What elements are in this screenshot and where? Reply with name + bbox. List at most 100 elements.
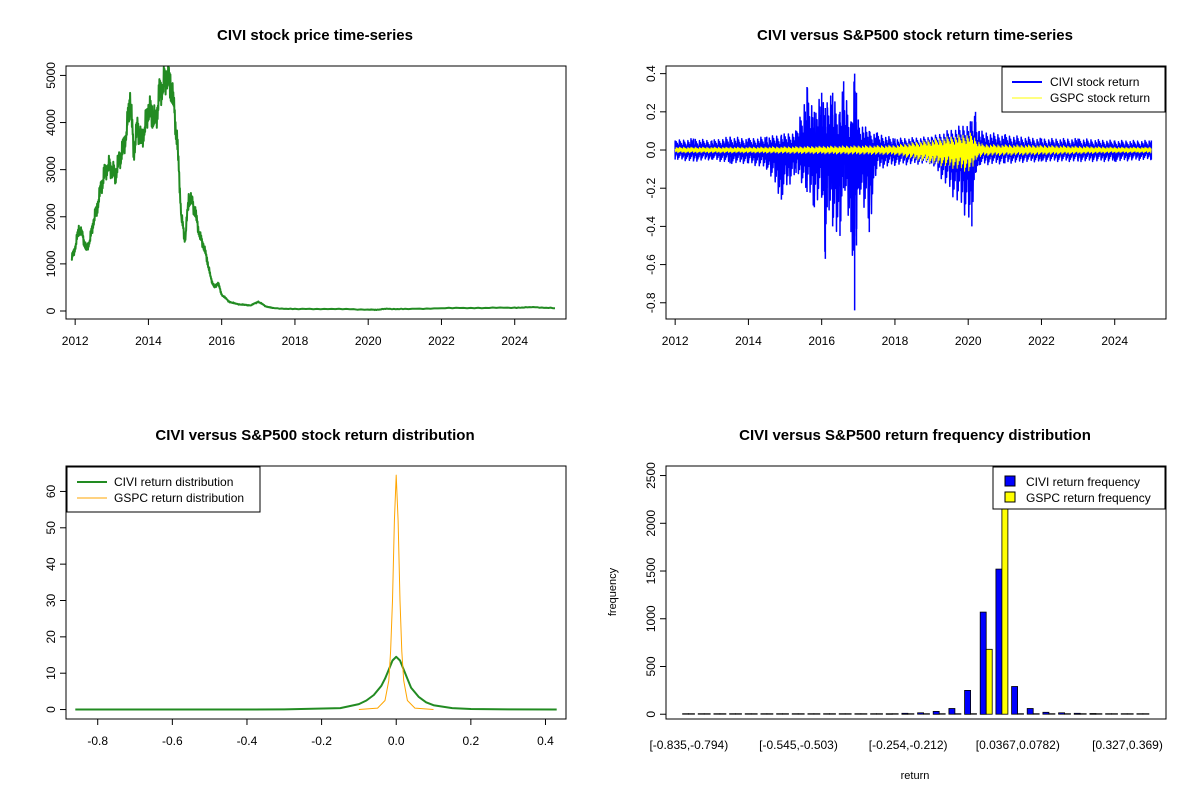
civi-frequency-bar	[697, 713, 705, 715]
civi-frequency-bar	[932, 711, 940, 715]
gspc-frequency-bar	[797, 713, 805, 715]
civi-frequency-bar	[744, 713, 752, 715]
civi-frequency-bar	[682, 713, 689, 715]
return-legend: CIVI stock return GSPC stock return	[1001, 66, 1166, 113]
civi-frequency-bar	[1136, 713, 1144, 715]
frequency-legend-box	[992, 466, 1166, 510]
distribution-series-layer	[75, 474, 557, 711]
distribution-x-tick-label: -0.6	[162, 734, 183, 748]
return-y-tick-label: -0.2	[644, 178, 658, 199]
distribution-x-tick-label: 0.2	[463, 734, 480, 748]
gspc-frequency-bar	[1079, 713, 1087, 715]
civi-frequency-bar	[885, 713, 893, 715]
distribution-chart-title: CIVI versus S&P500 stock return distribu…	[155, 427, 474, 444]
gspc-frequency-bar	[891, 713, 899, 715]
frequency-x-tick-label: [-0.545,-0.503)	[759, 738, 838, 752]
frequency-legend-key-civi	[1004, 475, 1016, 487]
gspc-frequency-bar	[985, 648, 993, 715]
civi-price-line	[70, 66, 555, 312]
price-y-tick-label: 2000	[44, 203, 58, 230]
civi-frequency-bar	[901, 712, 909, 715]
price-y-tick-label: 3000	[44, 156, 58, 183]
gspc-frequency-bar	[1017, 713, 1024, 715]
return-plot-frame	[665, 65, 1167, 320]
distribution-y-tick-label: 10	[44, 666, 58, 680]
distribution-y-axis: 0 10 20 30 40 50 60	[44, 484, 66, 713]
civi-frequency-bar	[870, 713, 877, 715]
frequency-x-tick-label: [-0.835,-0.794)	[649, 738, 728, 752]
frequency-bars-layer	[682, 477, 1150, 715]
civi-frequency-bar	[713, 713, 721, 715]
return-x-axis: 2012 2014 2016 2018 2020 2022 2024	[662, 319, 1128, 348]
frequency-y-tick-label: 500	[644, 656, 658, 676]
civi-frequency-bar	[1105, 713, 1112, 715]
return-x-tick-label: 2012	[662, 334, 689, 348]
gspc-frequency-bar	[876, 713, 883, 715]
gspc-frequency-bar	[766, 713, 774, 715]
gspc-frequency-bar	[719, 713, 727, 715]
return-x-tick-label: 2020	[955, 334, 982, 348]
frequency-x-axis-label: return	[901, 770, 930, 782]
distribution-legend-label-civi: CIVI return distribution	[114, 475, 233, 489]
return-series-layer	[674, 73, 1153, 311]
return-x-tick-label: 2022	[1028, 334, 1055, 348]
return-x-tick-label: 2018	[882, 334, 909, 348]
civi-frequency-bar	[729, 713, 736, 715]
gspc-frequency-bar	[1142, 713, 1150, 715]
frequency-x-tick-label: [0.0367,0.0782)	[976, 738, 1060, 752]
civi-frequency-bar	[760, 713, 768, 715]
distribution-x-tick-label: -0.2	[311, 734, 332, 748]
return-y-tick-label: -0.4	[644, 216, 658, 237]
return-y-tick-label: -0.6	[644, 254, 658, 275]
gspc-frequency-bar	[1126, 713, 1134, 715]
frequency-y-axis: 0 500 1000 1500 2000 2500	[644, 462, 666, 718]
civi-frequency-bar	[964, 690, 971, 715]
civi-frequency-bar	[823, 713, 830, 715]
frequency-y-tick-label: 1500	[644, 557, 658, 584]
gspc-frequency-bar	[970, 713, 977, 715]
price-x-tick-label: 2016	[208, 334, 235, 348]
return-time-series-panel: CIVI versus S&P500 stock return time-ser…	[644, 27, 1167, 348]
distribution-legend-label-gspc: GSPC return distribution	[114, 491, 244, 505]
distribution-y-tick-label: 50	[44, 521, 58, 535]
price-x-tick-label: 2018	[282, 334, 309, 348]
return-y-tick-label: 0.4	[644, 65, 658, 82]
frequency-y-axis-label: frequency	[607, 567, 619, 616]
gspc-frequency-bar	[954, 713, 962, 715]
gspc-frequency-bar	[938, 713, 946, 715]
gspc-frequency-bar	[750, 713, 758, 715]
civi-frequency-bar	[854, 713, 862, 715]
distribution-y-tick-label: 30	[44, 594, 58, 608]
civi-frequency-bar	[1011, 686, 1018, 715]
price-chart-title: CIVI stock price time-series	[217, 27, 413, 44]
distribution-x-tick-label: 0.4	[537, 734, 554, 748]
gspc-frequency-bar	[1111, 713, 1118, 715]
return-distribution-panel: CIVI versus S&P500 stock return distribu…	[44, 427, 567, 748]
civi-frequency-bar	[917, 712, 924, 715]
return-frequency-panel: CIVI versus S&P500 return frequency dist…	[607, 427, 1167, 782]
price-y-tick-label: 1000	[44, 250, 58, 277]
frequency-y-tick-label: 1000	[644, 605, 658, 632]
return-legend-label-gspc: GSPC stock return	[1050, 91, 1150, 105]
gspc-frequency-bar	[829, 713, 836, 715]
gspc-frequency-bar	[782, 713, 789, 715]
gspc-density-line	[358, 474, 434, 710]
distribution-x-tick-label: -0.8	[87, 734, 108, 748]
gspc-frequency-bar	[813, 713, 821, 715]
return-chart-title: CIVI versus S&P500 stock return time-ser…	[757, 27, 1073, 44]
price-x-tick-label: 2022	[428, 334, 455, 348]
return-x-tick-label: 2014	[735, 334, 762, 348]
price-y-tick-label: 5000	[44, 62, 58, 89]
civi-frequency-bar	[776, 713, 783, 715]
gspc-frequency-bar	[1095, 713, 1103, 715]
distribution-y-tick-label: 20	[44, 630, 58, 644]
frequency-y-tick-label: 2000	[644, 510, 658, 537]
price-plot-frame	[65, 65, 567, 320]
distribution-x-axis: -0.8 -0.6 -0.4 -0.2 0.0 0.2 0.4	[87, 719, 554, 748]
civi-density-line	[75, 655, 557, 711]
return-x-tick-label: 2024	[1101, 334, 1128, 348]
return-y-tick-label: 0.0	[644, 141, 658, 158]
distribution-x-tick-label: -0.4	[237, 734, 258, 748]
civi-frequency-bar	[791, 713, 799, 715]
